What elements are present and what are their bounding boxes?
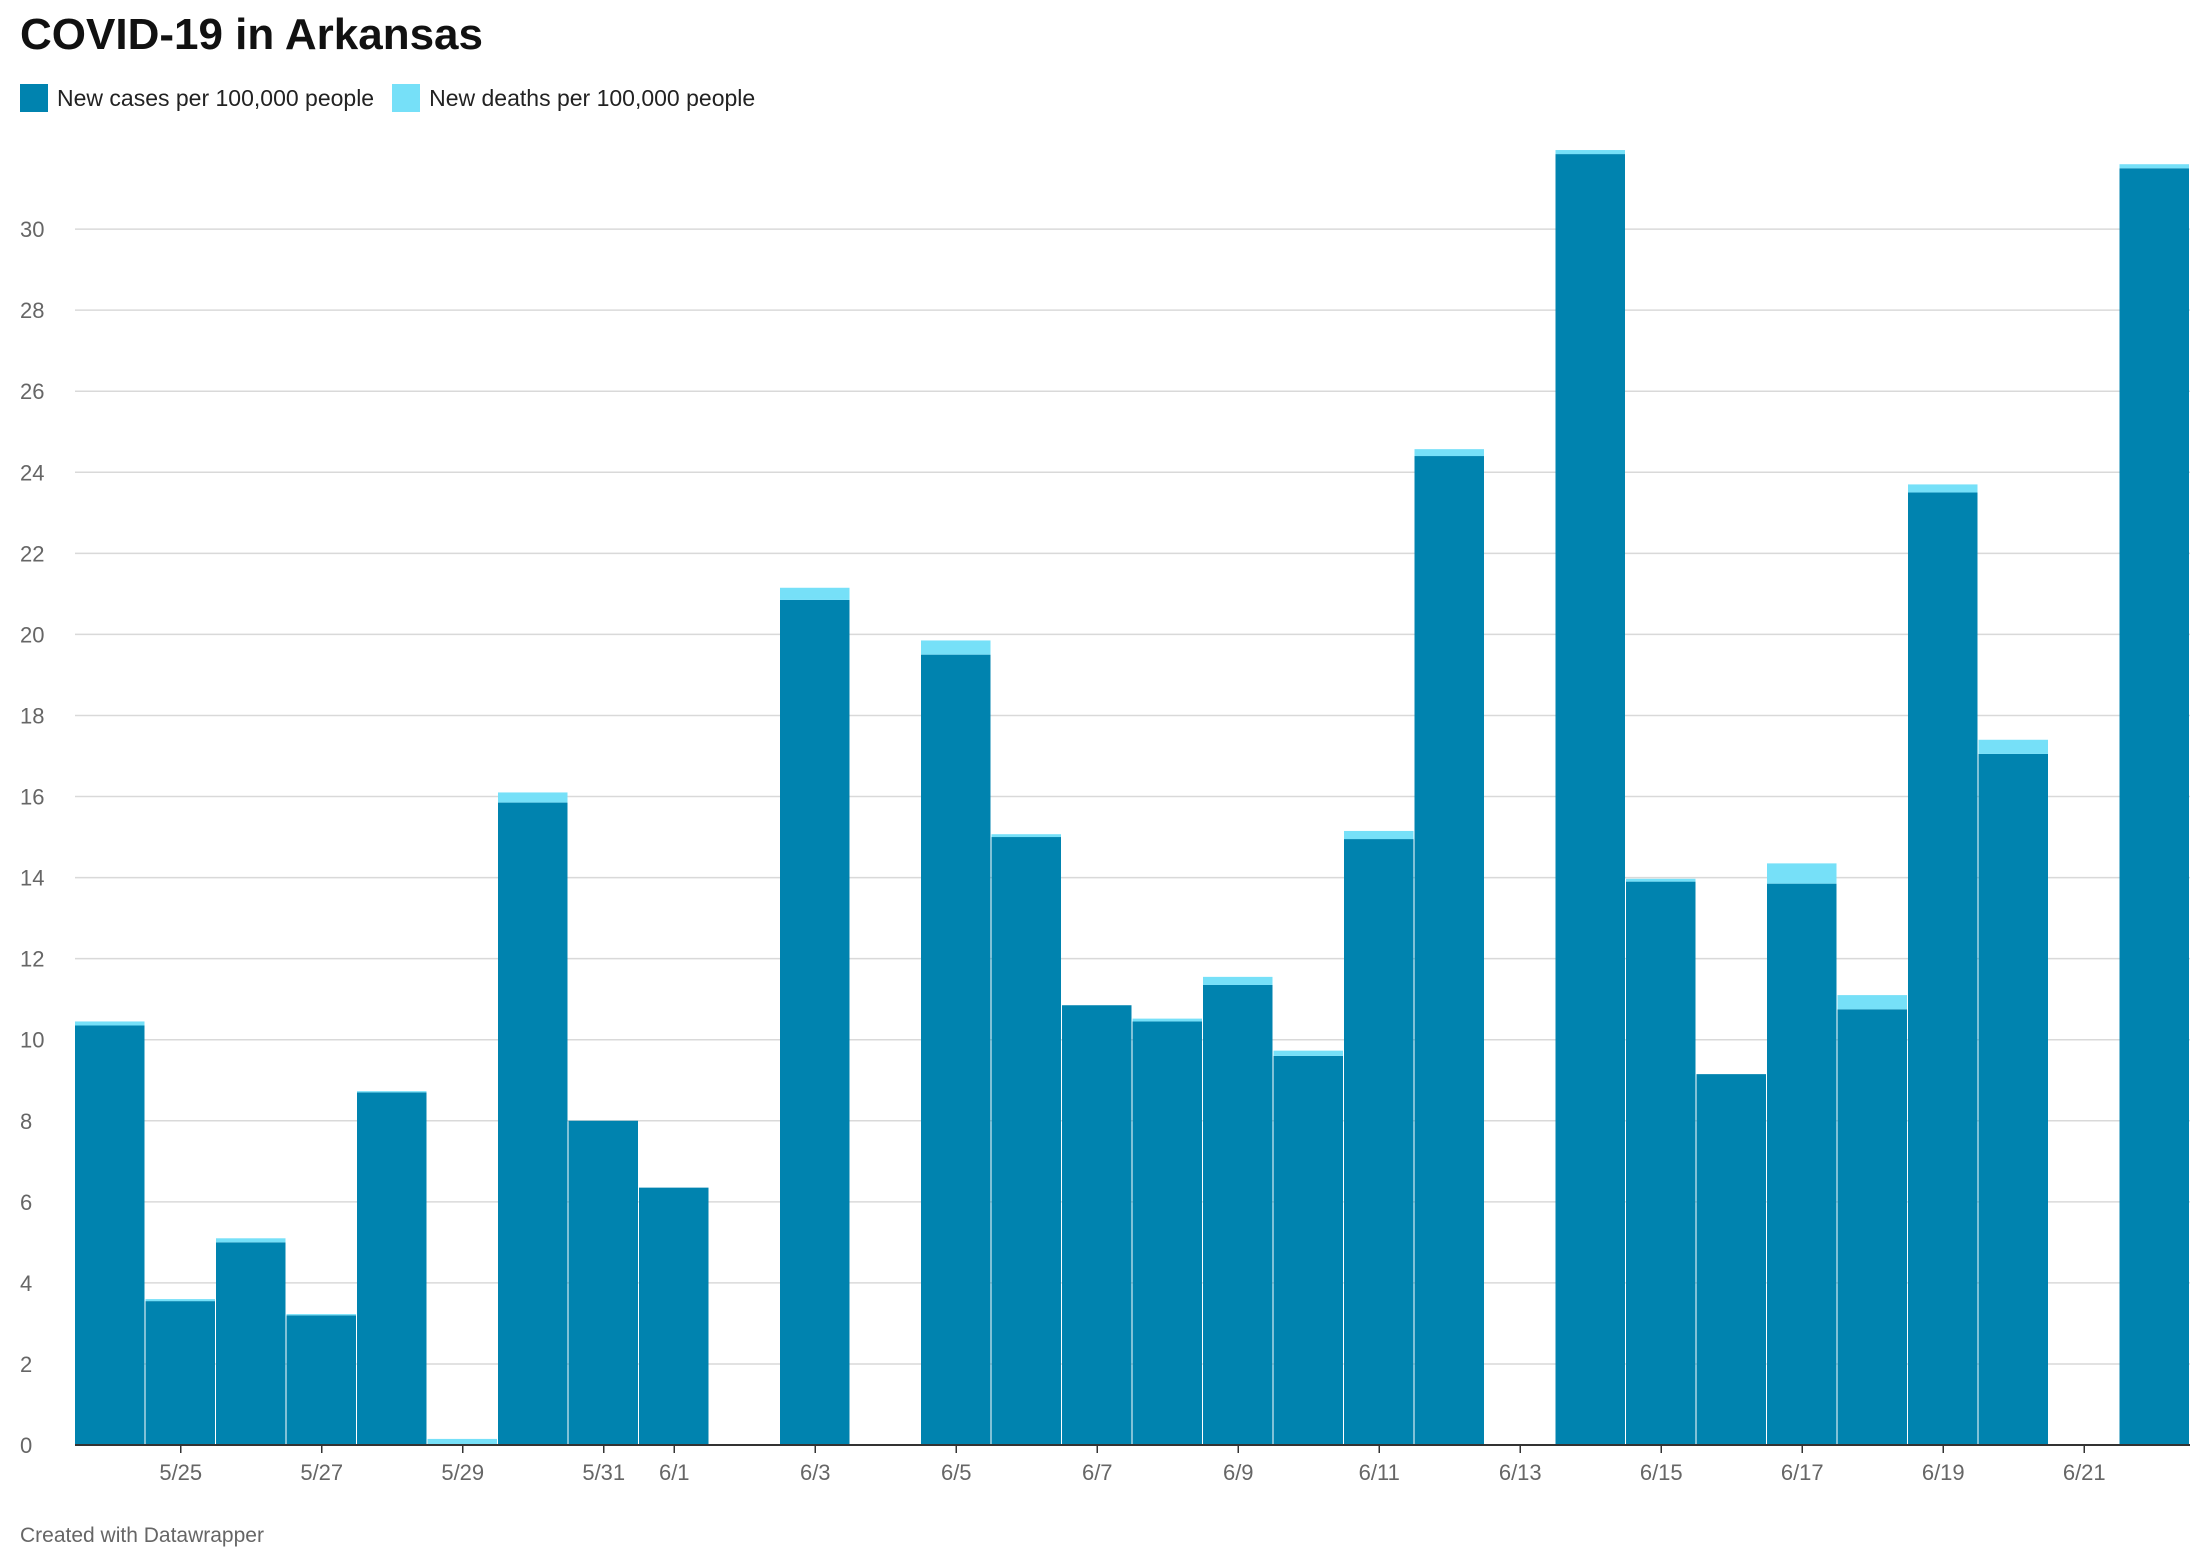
legend-swatch-cases xyxy=(20,84,48,112)
bars xyxy=(75,150,2189,1446)
bar-cases xyxy=(1203,984,1273,1445)
bar-deaths xyxy=(216,1238,286,1243)
bar-deaths xyxy=(1767,863,1837,884)
bar-cases xyxy=(1908,492,1978,1445)
x-tick-label: 5/31 xyxy=(582,1460,625,1485)
bar-deaths xyxy=(780,587,850,600)
bar-deaths xyxy=(1978,739,2048,754)
y-tick-label: 18 xyxy=(20,703,44,728)
bar-deaths xyxy=(1626,878,1696,882)
legend-label-deaths: New deaths per 100,000 people xyxy=(429,84,756,111)
x-tick-label: 5/29 xyxy=(441,1460,484,1485)
x-tick-label: 6/9 xyxy=(1223,1460,1254,1485)
y-tick-label: 24 xyxy=(20,460,44,485)
bar-deaths xyxy=(1273,1050,1343,1056)
x-tick-label: 6/1 xyxy=(659,1460,690,1485)
y-tick-label: 12 xyxy=(20,947,44,972)
bar-cases xyxy=(1062,1005,1132,1445)
bar-cases xyxy=(75,1025,145,1445)
bar-deaths xyxy=(1908,484,1978,493)
bar-deaths xyxy=(286,1314,356,1316)
bar-cases xyxy=(1273,1055,1343,1445)
bar-deaths xyxy=(1414,449,1484,457)
legend-item-deaths: New deaths per 100,000 people xyxy=(392,84,755,112)
bar-deaths xyxy=(1555,150,1625,155)
x-tick-label: 6/3 xyxy=(800,1460,831,1485)
y-tick-label: 2 xyxy=(20,1352,32,1377)
legend-item-cases: New cases per 100,000 people xyxy=(20,84,374,112)
bar-cases xyxy=(568,1120,638,1445)
legend-label-cases: New cases per 100,000 people xyxy=(57,84,375,111)
bar-cases xyxy=(357,1092,427,1445)
y-tick-label: 26 xyxy=(20,379,44,404)
bar-deaths xyxy=(2119,164,2189,169)
bar-deaths xyxy=(1203,976,1273,985)
x-tick-label: 6/15 xyxy=(1640,1460,1683,1485)
y-tick-label: 8 xyxy=(20,1109,32,1134)
bar-deaths xyxy=(498,792,568,803)
x-tick-label: 6/13 xyxy=(1499,1460,1542,1485)
bar-cases xyxy=(780,599,850,1445)
bar-cases xyxy=(1978,753,2048,1445)
bar-deaths xyxy=(921,640,991,655)
x-tick-label: 6/7 xyxy=(1082,1460,1113,1485)
y-tick-label: 16 xyxy=(20,785,44,810)
y-tick-label: 14 xyxy=(20,866,44,891)
bar-cases xyxy=(498,802,568,1445)
legend-swatch-deaths xyxy=(392,84,421,112)
bar-cases xyxy=(286,1315,356,1445)
bar-cases xyxy=(216,1242,286,1445)
x-tick-label: 6/5 xyxy=(941,1460,972,1485)
legend: New cases per 100,000 people New deaths … xyxy=(20,84,773,112)
x-tick-label: 6/21 xyxy=(2063,1460,2106,1485)
bar-cases xyxy=(921,654,991,1445)
x-tick-label: 6/19 xyxy=(1922,1460,1965,1485)
y-tick-label: 4 xyxy=(20,1271,32,1296)
chart-title: COVID-19 in Arkansas xyxy=(20,10,483,59)
bar-deaths xyxy=(1132,1018,1202,1022)
bar-cases xyxy=(1414,456,1484,1446)
bar-cases xyxy=(1555,154,1625,1445)
x-axis-ticks: 5/25 5/27 5/29 5/31 6/1 6/3 6/5 6/7 6/9 6/11 6/13 6… xyxy=(159,1445,2106,1485)
y-tick-label: 20 xyxy=(20,622,44,647)
x-tick-label: 6/17 xyxy=(1781,1460,1824,1485)
x-tick-label: 5/25 xyxy=(159,1460,202,1485)
y-tick-label: 22 xyxy=(20,541,44,566)
x-tick-label: 6/11 xyxy=(1359,1460,1400,1485)
bar-cases xyxy=(991,837,1061,1445)
bar-deaths xyxy=(1837,995,1907,1010)
bar-deaths xyxy=(357,1091,427,1093)
y-tick-label: 10 xyxy=(20,1028,44,1053)
bar-deaths xyxy=(75,1021,145,1026)
footer-credit: Created with Datawrapper xyxy=(20,1524,264,1547)
bar-cases xyxy=(2119,168,2189,1445)
bar-deaths xyxy=(145,1299,215,1302)
bar-cases xyxy=(145,1301,215,1445)
bar-deaths xyxy=(427,1438,497,1445)
bar-cases xyxy=(1767,883,1837,1445)
x-tick-label: 5/27 xyxy=(300,1460,343,1485)
y-tick-label: 6 xyxy=(20,1190,32,1215)
y-tick-label: 28 xyxy=(20,298,44,323)
bar-cases xyxy=(1837,1009,1907,1445)
bar-deaths xyxy=(1344,830,1414,840)
bar-cases xyxy=(1626,881,1696,1445)
y-tick-label: 0 xyxy=(20,1433,32,1458)
bar-cases xyxy=(1344,839,1414,1445)
bar-cases xyxy=(1696,1074,1766,1445)
bar-deaths xyxy=(991,834,1061,838)
bar-cases xyxy=(1132,1021,1202,1445)
bar-cases xyxy=(639,1187,709,1445)
y-tick-label: 30 xyxy=(20,217,44,242)
